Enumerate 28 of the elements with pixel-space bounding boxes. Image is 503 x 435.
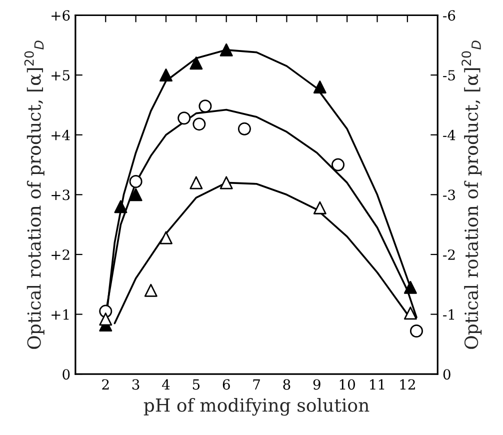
y2-tick-label: -6 — [443, 10, 456, 21]
y-tick-label: +3 — [52, 190, 70, 200]
y2-tick-label: 0 — [443, 369, 450, 380]
y2-tick-label: -1 — [443, 309, 454, 320]
x-tick-label: 6 — [222, 379, 230, 390]
y-tick-label: 0 — [62, 369, 70, 380]
y-axis-title: Optical rotation of product, [α]$^{20}$$_{D}$ — [24, 40, 44, 349]
y-tick-label: +2 — [52, 249, 70, 260]
y2-tick-label: -4 — [443, 130, 456, 140]
x-tick-label: 9 — [313, 379, 320, 390]
x-tick-label: 7 — [253, 379, 260, 390]
x-tick-label: 12 — [400, 379, 415, 390]
x-tick-label: 8 — [283, 379, 290, 390]
x-tick-label: 11 — [370, 379, 384, 390]
y-tick-label: +5 — [52, 70, 70, 81]
y2-axis-title: Optical rotation of product, [α]$^{20}$$_{D}$ — [462, 40, 482, 349]
x-tick-label: 10 — [340, 379, 355, 390]
x-tick-label: 5 — [192, 379, 200, 390]
y-tick-label: +1 — [52, 309, 69, 320]
x-axis-title: pH of modifying solution — [144, 398, 370, 416]
y2-tick-label: -5 — [443, 70, 455, 81]
y-tick-label: +6 — [52, 10, 70, 21]
x-tick-label: 2 — [102, 379, 109, 390]
x-tick-label: 3 — [132, 379, 140, 390]
y-tick-label: +4 — [52, 130, 70, 140]
y2-tick-label: -3 — [443, 190, 455, 200]
x-tick-label: 4 — [162, 379, 170, 390]
y2-tick-label: -2 — [443, 249, 455, 260]
